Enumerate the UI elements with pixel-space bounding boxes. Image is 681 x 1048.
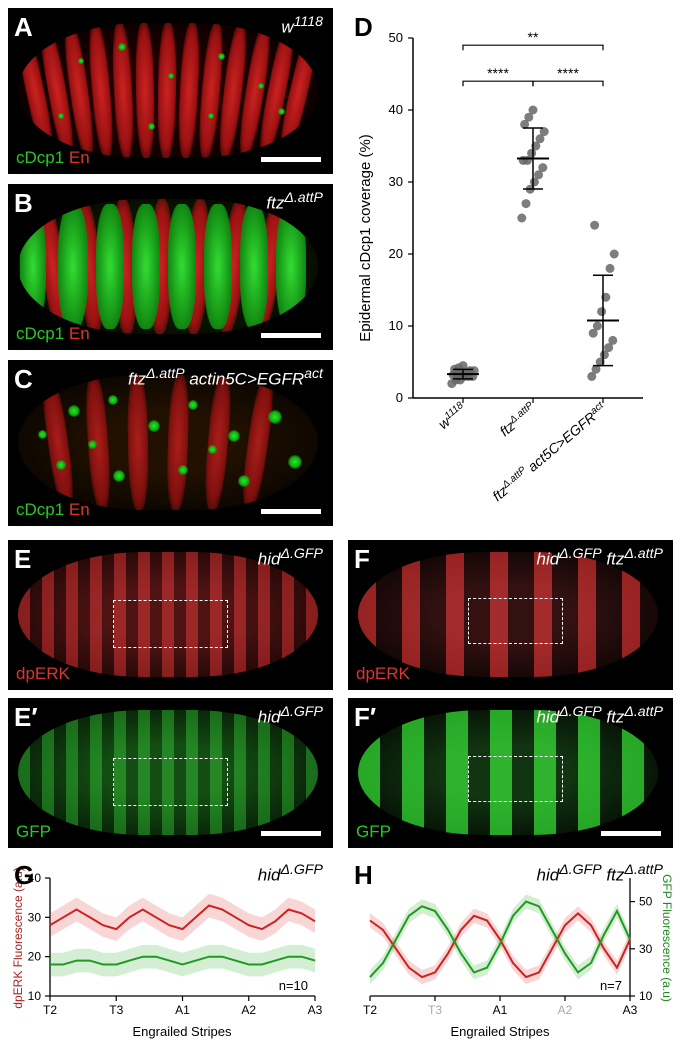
panel-fp-scalebar	[601, 831, 661, 836]
svg-text:**: **	[528, 29, 539, 45]
panel-g: G hidΔ.GFP 10203040 T2T3A1A2A3 n=10 dpER…	[8, 856, 333, 1041]
panel-e-label: E	[14, 544, 31, 575]
panel-e-prime: E′ hidΔ.GFP GFP	[8, 698, 333, 848]
panel-e-genotype: hidΔ.GFP	[258, 546, 323, 570]
svg-text:10: 10	[28, 989, 42, 1003]
panel-ep-scalebar	[261, 831, 321, 836]
panel-a-scalebar	[261, 157, 321, 162]
panel-d: D 01020304050 ********** w1118ftzΔ.attPf…	[348, 8, 673, 526]
svg-text:****: ****	[557, 65, 579, 81]
panel-b-genotype: ftzΔ.attP	[266, 190, 323, 214]
panel-h-label: H	[354, 860, 373, 891]
panel-f-prime: F′ hidΔ.GFP ftzΔ.attP GFP	[348, 698, 673, 848]
svg-text:****: ****	[487, 65, 509, 81]
panel-f: F hidΔ.GFP ftzΔ.attP dpERK	[348, 540, 673, 690]
panel-c-scalebar	[261, 509, 321, 514]
panel-b-markers: cDcp1 En	[16, 324, 90, 344]
panel-fp-genotype: hidΔ.GFP ftzΔ.attP	[536, 704, 663, 728]
svg-text:ftzΔ.attP: ftzΔ.attP	[496, 399, 539, 439]
svg-text:A2: A2	[558, 1003, 573, 1017]
panel-fp-marker: GFP	[356, 822, 391, 842]
svg-text:A1: A1	[493, 1003, 508, 1017]
panel-b-scalebar	[261, 333, 321, 338]
svg-text:w1118: w1118	[435, 399, 470, 432]
panel-h: H hidΔ.GFP ftzΔ.attP 10 30 50 T2 T3 A1 A2 A3 n…	[348, 856, 673, 1041]
panel-e: E hidΔ.GFP dpERK	[8, 540, 333, 690]
panel-a-label: A	[14, 12, 33, 43]
svg-text:T3: T3	[109, 1003, 123, 1017]
panel-c-label: C	[14, 364, 33, 395]
panel-b-label: B	[14, 188, 33, 219]
svg-text:T2: T2	[363, 1003, 377, 1017]
panel-c-markers: cDcp1 En	[16, 500, 90, 520]
svg-text:A3: A3	[623, 1003, 638, 1017]
svg-text:T2: T2	[43, 1003, 57, 1017]
panel-d-ytitle: Epidermal cDcp1 coverage (%)	[357, 134, 374, 342]
panel-g-xtitle: Engrailed Stripes	[133, 1024, 232, 1039]
panel-f-roi	[468, 598, 563, 644]
panel-g-n: n=10	[279, 978, 308, 993]
svg-text:A3: A3	[308, 1003, 323, 1017]
svg-text:10: 10	[389, 318, 403, 333]
panel-ep-marker: GFP	[16, 822, 51, 842]
svg-text:50: 50	[389, 30, 403, 45]
svg-text:0: 0	[396, 390, 403, 405]
panel-f-genotype: hidΔ.GFP ftzΔ.attP	[536, 546, 663, 570]
panel-c-genotype: ftzΔ.attP actin5C>EGFRact	[128, 366, 323, 390]
panel-a-genotype: w1118	[281, 14, 323, 38]
panel-a: A w1118 cDcp1 En	[8, 8, 333, 174]
panel-fp-roi	[468, 756, 563, 802]
panel-d-chart: 01020304050 ********** w1118ftzΔ.attPftz…	[348, 8, 673, 526]
panel-ep-genotype: hidΔ.GFP	[258, 704, 323, 728]
svg-text:10: 10	[639, 989, 653, 1003]
svg-text:A2: A2	[241, 1003, 256, 1017]
panel-h-yright: GFP Fluorescence (a.u)	[660, 874, 673, 1002]
panel-g-label: G	[14, 860, 34, 891]
panel-ep-roi	[113, 758, 228, 806]
panel-f-marker: dpERK	[356, 664, 410, 684]
panel-d-label: D	[354, 12, 373, 43]
panel-b: B ftzΔ.attP cDcp1 En	[8, 184, 333, 350]
panel-h-genotype: hidΔ.GFP ftzΔ.attP	[536, 862, 663, 886]
panel-g-genotype: hidΔ.GFP	[258, 862, 323, 886]
svg-text:A1: A1	[175, 1003, 190, 1017]
svg-text:20: 20	[28, 950, 42, 964]
panel-a-markers: cDcp1 En	[16, 148, 90, 168]
svg-text:20: 20	[389, 246, 403, 261]
panel-h-n: n=7	[600, 978, 622, 993]
panel-c: C ftzΔ.attP actin5C>EGFRact cDcp1 En	[8, 360, 333, 526]
svg-text:30: 30	[389, 174, 403, 189]
panel-e-roi	[113, 600, 228, 648]
svg-text:50: 50	[639, 895, 653, 909]
svg-text:30: 30	[28, 910, 42, 924]
panel-ep-label: E′	[14, 702, 38, 733]
svg-text:T3: T3	[428, 1003, 442, 1017]
panel-fp-label: F′	[354, 702, 376, 733]
panel-h-xtitle: Engrailed Stripes	[451, 1024, 550, 1039]
panel-f-label: F	[354, 544, 370, 575]
svg-text:ftzΔ.attP act5C>EGFRact: ftzΔ.attP act5C>EGFRact	[489, 399, 610, 504]
panel-e-marker: dpERK	[16, 664, 70, 684]
svg-text:30: 30	[639, 942, 653, 956]
svg-text:40: 40	[389, 102, 403, 117]
